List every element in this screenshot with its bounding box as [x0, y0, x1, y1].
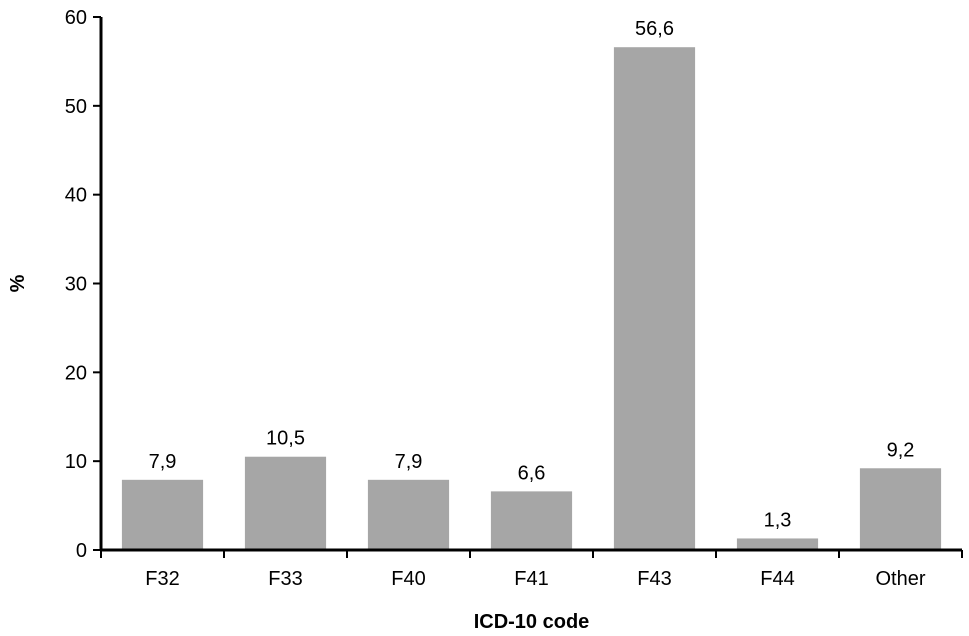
- bar-f33: [244, 456, 327, 550]
- x-tick-label-f32: F32: [145, 568, 179, 590]
- x-ticks: F32 F33 F40 F41 F43 F44 Other: [100, 550, 963, 590]
- bar-f44: [736, 538, 819, 550]
- x-tick-label-other: Other: [875, 568, 925, 590]
- x-tick-label-f33: F33: [268, 568, 302, 590]
- bars: [121, 47, 942, 550]
- y-axis-title: %: [7, 274, 29, 292]
- y-tick-label: 60: [65, 7, 87, 29]
- data-label-f41: 6,6: [518, 462, 546, 484]
- data-labels: 7,9 10,5 7,9 6,6 56,6 1,3 9,2: [149, 18, 915, 531]
- y-tick-label: 10: [65, 451, 87, 473]
- x-axis-title: ICD-10 code: [474, 611, 590, 633]
- data-label-other: 9,2: [887, 439, 915, 461]
- data-label-f32: 7,9: [149, 451, 177, 473]
- y-ticks: 0 10 20 30 40 50 60: [65, 7, 101, 562]
- y-tick-label: 30: [65, 274, 87, 296]
- y-tick-label: 50: [65, 96, 87, 118]
- x-tick-label-f43: F43: [637, 568, 671, 590]
- data-label-f33: 10,5: [266, 428, 305, 450]
- y-tick-label: 0: [76, 540, 87, 562]
- y-tick-label: 40: [65, 185, 87, 207]
- data-label-f40: 7,9: [395, 451, 423, 473]
- bar-f41: [490, 491, 573, 550]
- data-label-f44: 1,3: [764, 509, 792, 531]
- x-tick-label-f41: F41: [514, 568, 548, 590]
- data-label-f43: 56,6: [635, 18, 674, 40]
- x-tick-label-f44: F44: [760, 568, 794, 590]
- bar-other: [859, 468, 942, 550]
- x-tick-label-f40: F40: [391, 568, 425, 590]
- bar-f32: [121, 479, 204, 550]
- bar-f40: [367, 479, 450, 550]
- bar-f43: [613, 47, 696, 550]
- y-tick-label: 20: [65, 362, 87, 384]
